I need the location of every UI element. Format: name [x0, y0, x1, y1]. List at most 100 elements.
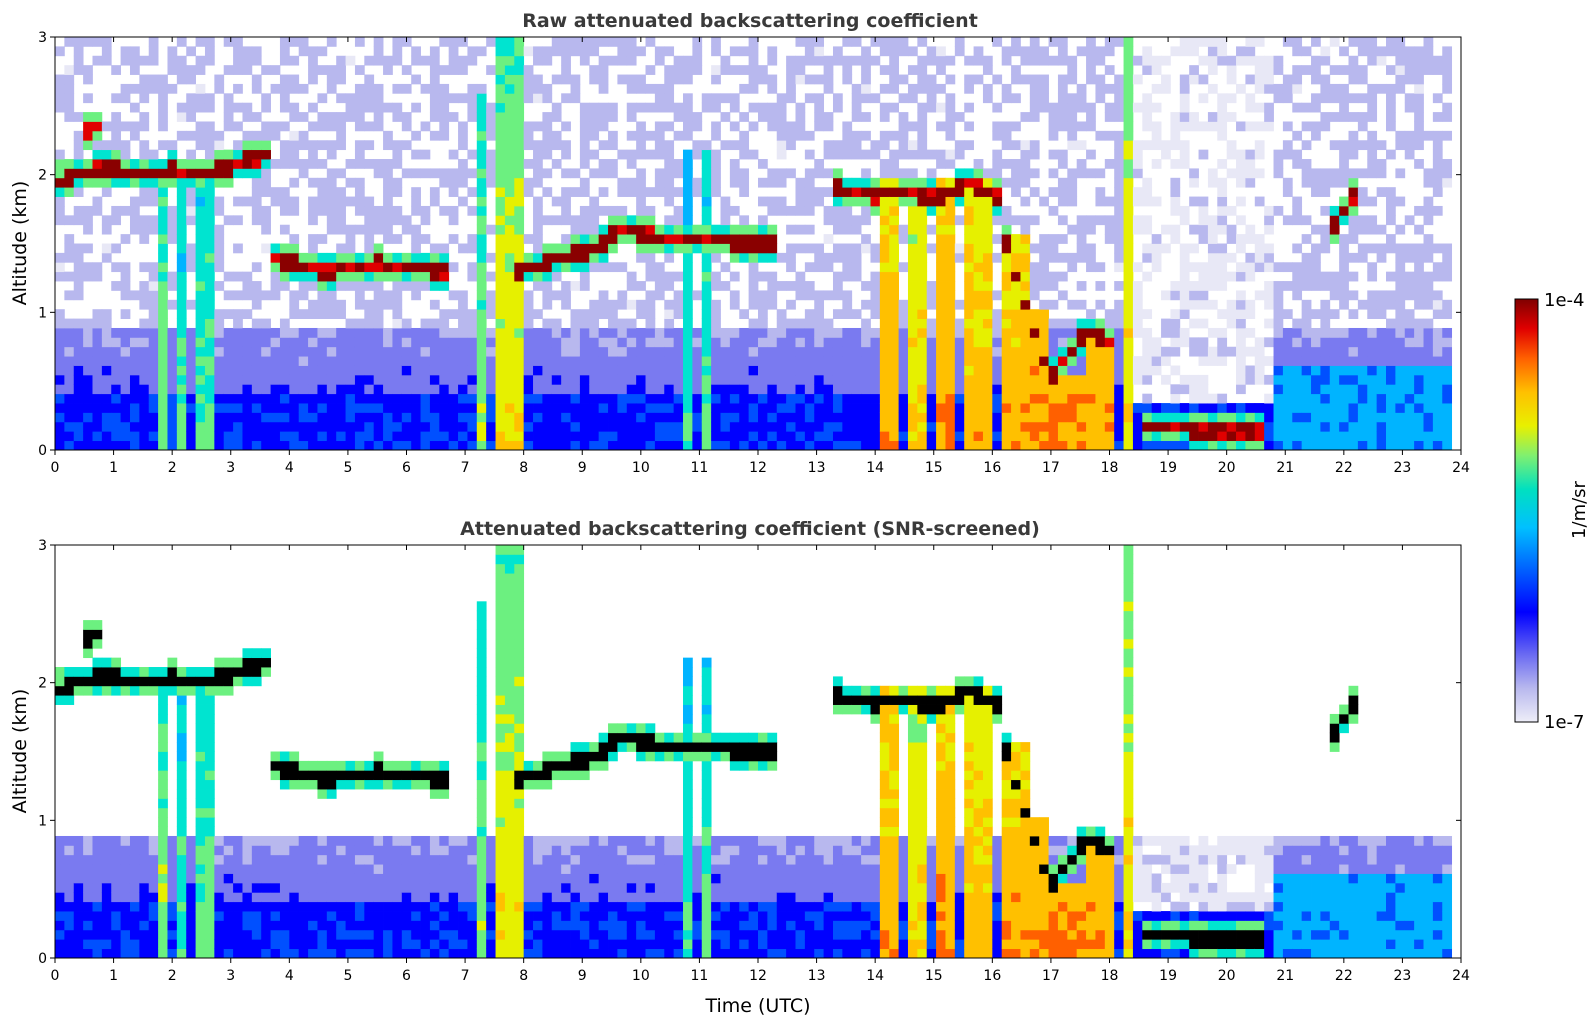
heatmap-cell — [739, 412, 749, 422]
heatmap-cell — [1124, 206, 1134, 216]
heatmap-cell — [542, 121, 552, 131]
heatmap-cell — [739, 140, 749, 150]
heatmap-cell — [1264, 281, 1274, 291]
heatmap-cell — [646, 328, 656, 338]
heatmap-cell — [833, 187, 843, 197]
heatmap-cell — [74, 319, 84, 329]
heatmap-cell — [589, 403, 599, 413]
heatmap-cell — [805, 290, 815, 300]
heatmap-cell — [908, 150, 918, 160]
heatmap-cell — [1414, 366, 1424, 376]
heatmap-cell — [1330, 272, 1340, 282]
heatmap-cell — [149, 441, 159, 451]
heatmap-cell — [1002, 384, 1012, 394]
heatmap-cell — [205, 403, 215, 413]
heatmap-cell — [383, 253, 393, 263]
heatmap-cell — [777, 328, 787, 338]
heatmap-cell — [317, 366, 327, 376]
heatmap-cell — [1255, 121, 1265, 131]
heatmap-cell — [1142, 394, 1152, 404]
heatmap-cell — [1377, 56, 1387, 66]
heatmap-cell — [74, 262, 84, 272]
heatmap-cell — [411, 422, 421, 432]
heatmap-cell — [608, 244, 618, 254]
heatmap-cell — [130, 121, 140, 131]
heatmap-cell — [1199, 281, 1209, 291]
heatmap-cell — [374, 356, 384, 366]
heatmap-cell — [533, 356, 543, 366]
heatmap-cell — [374, 412, 384, 422]
heatmap-cell — [1067, 225, 1077, 235]
heatmap-cell — [83, 75, 93, 85]
heatmap-cell — [186, 187, 196, 197]
heatmap-cell — [1086, 441, 1096, 451]
heatmap-cell — [1189, 441, 1199, 451]
heatmap-cell — [1349, 403, 1359, 413]
heatmap-cell — [571, 337, 581, 347]
heatmap-cell — [721, 140, 731, 150]
heatmap-cell — [355, 300, 365, 310]
heatmap-cell — [1161, 84, 1171, 94]
heatmap-cell — [1002, 412, 1012, 422]
heatmap-cell — [880, 412, 890, 422]
heatmap-cell — [1302, 234, 1312, 244]
heatmap-cell — [936, 394, 946, 404]
heatmap-cell — [364, 300, 374, 310]
heatmap-cell — [646, 384, 656, 394]
heatmap-cell — [1433, 290, 1443, 300]
heatmap-cell — [992, 384, 1002, 394]
heatmap-cell — [1283, 215, 1293, 225]
heatmap-cell — [55, 347, 65, 357]
heatmap-cell — [711, 187, 721, 197]
heatmap-cell — [196, 441, 206, 451]
heatmap-cell — [955, 384, 965, 394]
heatmap-cell — [1124, 375, 1134, 385]
heatmap-cell — [486, 103, 496, 113]
heatmap-cell — [1283, 441, 1293, 451]
heatmap-cell — [945, 244, 955, 254]
heatmap-cell — [1180, 431, 1190, 441]
heatmap-cell — [636, 187, 646, 197]
heatmap-cell — [289, 356, 299, 366]
heatmap-cell — [1302, 309, 1312, 319]
heatmap-cell — [486, 131, 496, 141]
heatmap-cell — [121, 676, 131, 686]
heatmap-cell — [102, 658, 112, 668]
heatmap-cell — [1349, 178, 1359, 188]
heatmap-cell — [908, 319, 918, 329]
heatmap-cell — [1077, 431, 1087, 441]
heatmap-cell — [739, 375, 749, 385]
heatmap-cell — [1236, 441, 1246, 451]
heatmap-cell — [1349, 394, 1359, 404]
heatmap-cell — [355, 206, 365, 216]
heatmap-cell — [655, 281, 665, 291]
heatmap-cell — [936, 356, 946, 366]
heatmap-cell — [580, 56, 590, 66]
heatmap-cell — [449, 403, 459, 413]
heatmap-cell — [214, 422, 224, 432]
heatmap-cell — [364, 215, 374, 225]
heatmap-cell — [936, 225, 946, 235]
heatmap-cell — [1405, 244, 1415, 254]
heatmap-cell — [1424, 215, 1434, 225]
heatmap-cell — [721, 112, 731, 122]
heatmap-cell — [139, 93, 149, 103]
heatmap-cell — [1011, 75, 1021, 85]
heatmap-cell — [917, 244, 927, 254]
heatmap-cell — [205, 328, 215, 338]
heatmap-cell — [74, 290, 84, 300]
heatmap-cell — [1339, 93, 1349, 103]
heatmap-cell — [55, 845, 65, 855]
heatmap-cell — [692, 234, 702, 244]
heatmap-cell — [1292, 272, 1302, 282]
heatmap-cell — [1274, 337, 1284, 347]
heatmap-cell — [317, 281, 327, 291]
heatmap-cell — [271, 403, 281, 413]
heatmap-cell — [1142, 244, 1152, 254]
heatmap-cell — [636, 356, 646, 366]
heatmap-cell — [505, 225, 515, 235]
heatmap-cell — [167, 422, 177, 432]
heatmap-cell — [1320, 46, 1330, 56]
heatmap-cell — [1274, 319, 1284, 329]
heatmap-cell — [1302, 422, 1312, 432]
